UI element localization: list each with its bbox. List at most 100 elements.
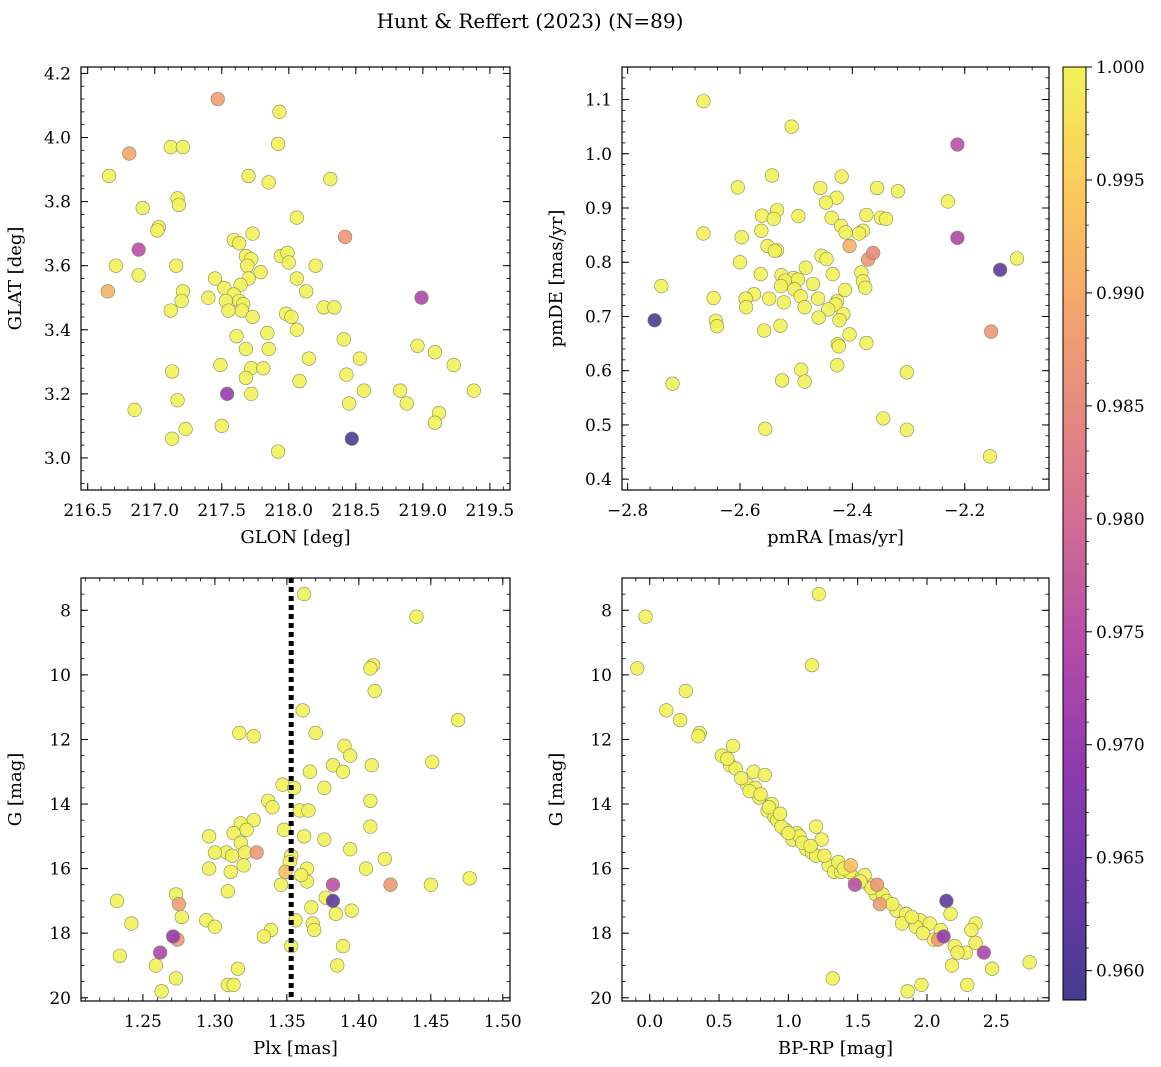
y-axis-label: pmDE [mas/yr] xyxy=(546,210,567,348)
scatter-points xyxy=(109,587,477,999)
data-point xyxy=(297,829,312,844)
data-point xyxy=(414,290,429,305)
data-point xyxy=(292,373,307,389)
data-point xyxy=(739,300,754,315)
data-point xyxy=(798,260,813,275)
data-point xyxy=(399,396,414,411)
data-point xyxy=(761,800,777,815)
data-point xyxy=(344,431,359,446)
data-point xyxy=(466,383,481,398)
data-point xyxy=(131,242,146,257)
data-point xyxy=(335,939,351,954)
x-tick-label: −2.8 xyxy=(607,501,648,521)
data-point xyxy=(757,767,772,783)
data-point xyxy=(328,906,343,921)
data-point xyxy=(225,848,240,863)
y-tick-label: 18 xyxy=(590,924,612,944)
colorbar-tick-label: 1.000 xyxy=(1096,58,1145,78)
data-point xyxy=(295,703,310,718)
data-point xyxy=(289,322,304,337)
data-point xyxy=(638,609,653,624)
figure-title: Hunt & Reffert (2023) (N=89) xyxy=(377,9,684,33)
panel-bprp-g: 0.0 0.5 1.0 1.5 2.0 2.5 8 10 12 14 16 18 20 BP-RP [ma… xyxy=(546,577,1050,1059)
data-point xyxy=(302,764,317,779)
data-point xyxy=(289,210,304,225)
data-point xyxy=(869,877,885,892)
data-point xyxy=(725,738,741,754)
x-tick-label: −2.4 xyxy=(832,501,873,521)
data-point xyxy=(851,226,867,241)
data-point xyxy=(842,327,857,342)
data-point xyxy=(817,848,832,863)
data-point xyxy=(753,267,768,282)
data-point xyxy=(175,140,190,155)
data-point xyxy=(720,751,735,766)
data-point xyxy=(758,421,773,436)
data-point xyxy=(265,800,280,815)
y-tick-label: 18 xyxy=(49,924,71,944)
x-tick-label: 0.0 xyxy=(636,1012,663,1032)
data-point xyxy=(207,271,223,286)
data-point xyxy=(922,916,937,931)
y-tick-label: 8 xyxy=(601,601,612,621)
x-tick-label: 1.35 xyxy=(268,1012,306,1032)
data-point xyxy=(325,758,341,773)
y-axis-label: G [mag] xyxy=(5,753,26,826)
data-point xyxy=(261,341,276,357)
data-point xyxy=(286,780,302,795)
data-point xyxy=(165,364,180,379)
data-point xyxy=(281,255,296,270)
data-point xyxy=(940,194,955,209)
x-tick-label: 1.40 xyxy=(340,1012,378,1032)
data-point xyxy=(964,922,979,938)
data-point xyxy=(210,91,225,107)
y-tick-label: 8 xyxy=(60,601,71,621)
data-point xyxy=(109,893,125,909)
data-point xyxy=(260,325,275,341)
data-point xyxy=(238,341,253,357)
data-point xyxy=(171,197,186,212)
x-tick-label: −2.6 xyxy=(719,501,760,521)
colorbar-tick-label: 0.990 xyxy=(1096,284,1145,304)
data-point xyxy=(899,422,914,437)
data-point xyxy=(317,832,332,847)
data-point xyxy=(830,358,845,373)
data-point xyxy=(709,319,725,334)
data-point xyxy=(843,858,858,873)
data-point xyxy=(732,255,748,270)
data-point xyxy=(274,877,289,892)
data-point xyxy=(163,303,178,318)
x-axis-label: GLON [deg] xyxy=(240,527,350,548)
data-point xyxy=(834,169,849,184)
data-point xyxy=(153,945,168,960)
data-point xyxy=(734,771,749,786)
data-point xyxy=(754,223,769,238)
data-point xyxy=(876,411,891,426)
x-axis-label: BP-RP [mag] xyxy=(778,1038,893,1059)
data-point xyxy=(336,332,351,347)
data-point xyxy=(878,211,894,226)
data-point xyxy=(148,958,163,973)
data-point xyxy=(950,137,965,152)
data-point xyxy=(308,258,323,273)
data-point xyxy=(165,431,180,446)
data-point xyxy=(238,370,253,385)
data-point xyxy=(131,268,146,283)
x-tick-label: 2.0 xyxy=(913,1012,940,1032)
data-point xyxy=(325,877,341,892)
data-point xyxy=(108,258,123,273)
x-tick-label: 219.0 xyxy=(399,501,448,521)
data-point xyxy=(307,922,322,938)
data-point xyxy=(356,383,371,398)
data-point xyxy=(773,318,788,333)
data-point xyxy=(409,609,424,624)
data-point xyxy=(797,300,812,315)
panel-glon-glat: 216.5 217.0 217.5 218.0 218.5 219.0 219.5 3.0 3.… xyxy=(5,64,514,548)
data-point xyxy=(696,226,711,241)
data-point xyxy=(236,858,251,873)
data-point xyxy=(325,893,341,909)
data-point xyxy=(392,383,408,398)
data-point xyxy=(343,842,358,857)
data-point xyxy=(102,168,117,184)
